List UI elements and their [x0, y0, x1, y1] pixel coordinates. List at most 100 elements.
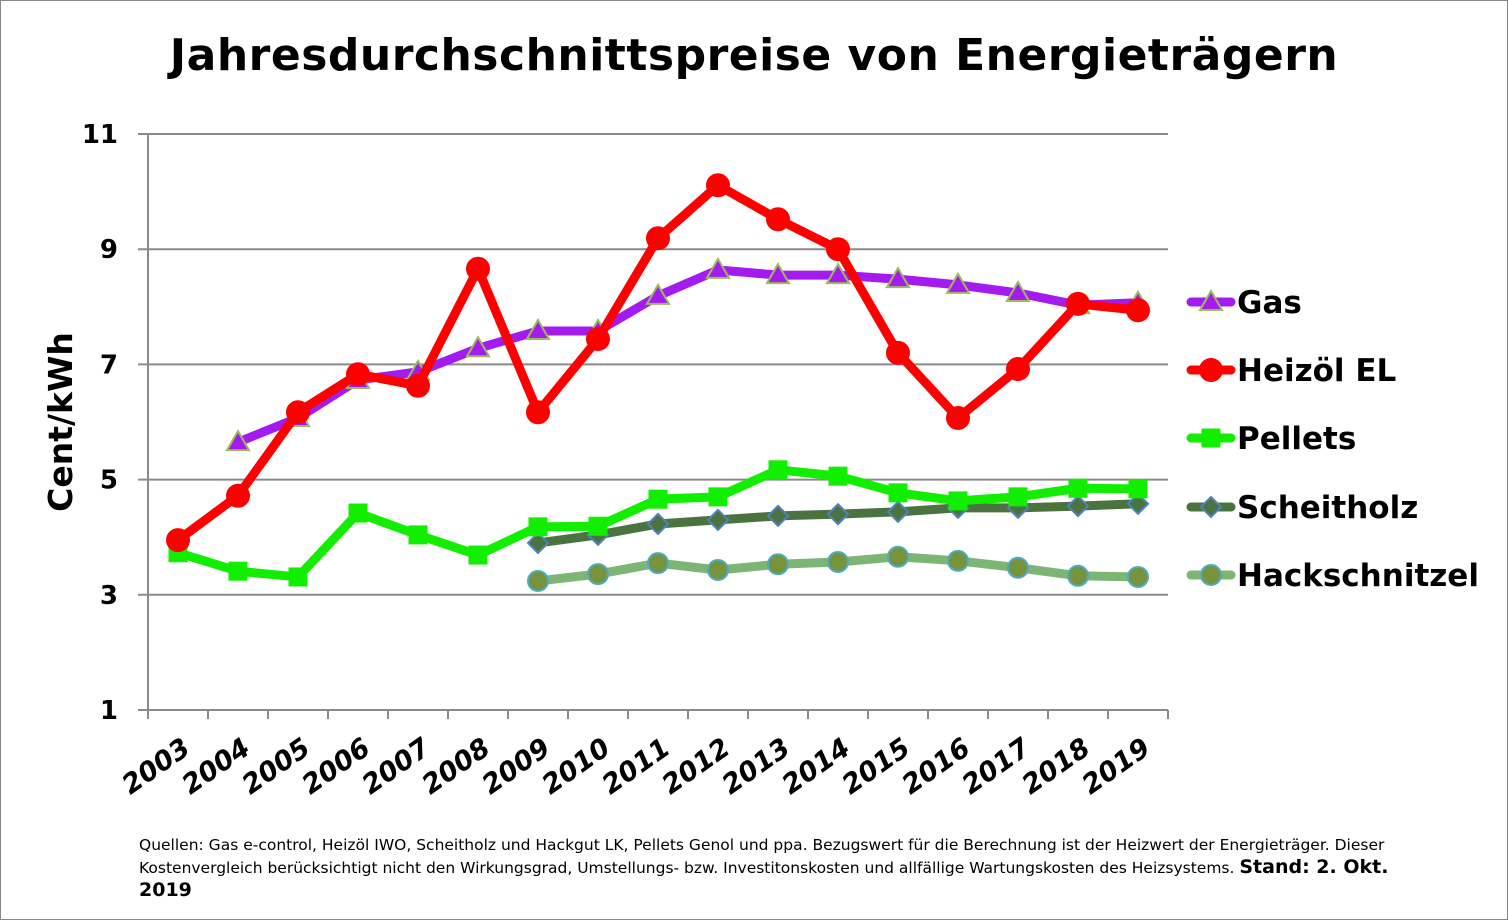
axes — [147, 134, 1169, 719]
x-tick-label: 2019 — [1077, 732, 1156, 801]
data-point-pellets — [468, 545, 488, 565]
data-point-scheitholz — [706, 508, 730, 532]
data-point-heiz-l-el — [526, 400, 550, 425]
legend-label-pellets: Pellets — [1237, 421, 1356, 457]
x-tick-label: 2005 — [237, 732, 316, 801]
data-point-gas — [465, 335, 491, 358]
data-point-heiz-l-el — [646, 226, 670, 251]
legend-marker-hackschnitzel — [1200, 564, 1222, 586]
data-point-pellets — [528, 517, 548, 537]
data-point-hackschnitzel — [887, 545, 909, 568]
data-point-heiz-l-el — [466, 256, 490, 281]
x-tick-label: 2014 — [777, 732, 856, 801]
data-point-heiz-l-el — [766, 207, 790, 232]
x-tick-label: 2007 — [357, 732, 437, 801]
x-tick-label: 2015 — [837, 732, 916, 801]
x-tick-label: 2016 — [897, 732, 976, 801]
x-tick-label: 2008 — [417, 732, 496, 801]
data-point-scheitholz — [526, 531, 550, 555]
footnote-stand: Stand: 2. Okt. 2019 — [139, 856, 1389, 901]
legend-marker-gas — [1198, 289, 1224, 311]
data-point-pellets — [1008, 487, 1028, 507]
data-point-hackschnitzel — [587, 563, 609, 586]
y-tick-label: 7 — [100, 350, 118, 380]
data-point-pellets — [288, 567, 308, 587]
data-point-scheitholz — [646, 512, 670, 536]
data-point-scheitholz — [826, 502, 850, 526]
data-point-gas — [645, 282, 671, 305]
legend-marker-pellets — [1201, 428, 1221, 448]
x-tick-label: 2009 — [477, 732, 556, 801]
y-tick-label: 9 — [100, 235, 118, 265]
x-tick-label: 2017 — [957, 732, 1037, 801]
y-tick-label: 3 — [100, 581, 118, 611]
data-point-gas — [225, 429, 251, 452]
y-tick-label: 5 — [100, 466, 118, 496]
x-tick-label: 2003 — [117, 732, 196, 801]
data-point-pellets — [648, 489, 668, 509]
legend-marker-heiz-l-el — [1199, 358, 1223, 382]
data-point-pellets — [828, 466, 848, 486]
series-group — [166, 173, 1151, 592]
data-point-pellets — [408, 525, 428, 545]
data-point-pellets — [588, 516, 608, 536]
legend-item-heiz-l-el: Heizöl EL — [1186, 353, 1396, 389]
series-pellets — [168, 460, 1148, 587]
data-point-hackschnitzel — [527, 569, 549, 592]
y-tick-labels: 1 3 5 7 9 11 — [82, 120, 118, 726]
series-scheitholz — [526, 492, 1150, 555]
data-point-hackschnitzel — [647, 552, 669, 575]
data-point-hackschnitzel — [1007, 556, 1029, 579]
x-tick-labels: 2003200420052006200720082009201020112012… — [117, 732, 1156, 801]
data-point-heiz-l-el — [1126, 298, 1150, 323]
legend-label-heiz-l-el: Heizöl EL — [1237, 353, 1396, 389]
data-point-heiz-l-el — [706, 173, 730, 198]
x-tick-label: 2010 — [537, 732, 616, 801]
data-point-gas — [885, 266, 911, 289]
data-point-heiz-l-el — [946, 405, 970, 430]
data-point-gas — [525, 317, 551, 340]
data-point-hackschnitzel — [767, 553, 789, 576]
data-point-heiz-l-el — [166, 528, 190, 553]
legend-label-hackschnitzel: Hackschnitzel — [1237, 558, 1479, 594]
legend: Gas Heizöl EL Pellets Scheitholz Hackschnitz… — [1186, 285, 1479, 594]
data-point-pellets — [348, 503, 368, 523]
data-point-pellets — [948, 491, 968, 511]
data-point-heiz-l-el — [826, 237, 850, 262]
data-point-scheitholz — [886, 500, 910, 524]
x-tick-label: 2004 — [177, 732, 256, 801]
data-point-heiz-l-el — [406, 373, 430, 398]
data-point-gas — [1005, 279, 1031, 302]
data-point-heiz-l-el — [346, 362, 370, 387]
data-point-gas — [705, 256, 731, 279]
x-tick-label: 2012 — [657, 732, 736, 801]
series-hackschnitzel — [527, 545, 1149, 592]
data-point-heiz-l-el — [1006, 357, 1030, 382]
y-axis-label: Cent/kWh — [41, 332, 80, 512]
data-point-pellets — [228, 561, 248, 581]
data-point-gas — [945, 271, 971, 294]
data-point-pellets — [888, 483, 908, 503]
data-point-pellets — [768, 460, 788, 480]
data-point-hackschnitzel — [947, 549, 969, 572]
legend-marker-scheitholz — [1199, 495, 1223, 519]
data-point-gas — [765, 262, 791, 285]
series-heiz-l-el — [166, 173, 1150, 553]
series-line-gas — [233, 265, 1143, 447]
legend-label-scheitholz: Scheitholz — [1237, 490, 1418, 526]
data-point-pellets — [1128, 479, 1148, 499]
data-point-scheitholz — [1126, 492, 1150, 516]
data-point-heiz-l-el — [586, 327, 610, 352]
data-point-scheitholz — [1066, 494, 1090, 518]
x-tick-label: 2006 — [297, 732, 376, 801]
legend-item-pellets: Pellets — [1186, 421, 1356, 457]
data-point-heiz-l-el — [226, 483, 250, 508]
data-point-gas — [825, 262, 851, 285]
legend-label-gas: Gas — [1237, 285, 1302, 321]
footnote: Quellen: Gas e-control, Heizöl IWO, Sche… — [139, 834, 1389, 902]
legend-item-hackschnitzel: Hackschnitzel — [1186, 558, 1479, 594]
data-point-heiz-l-el — [1066, 291, 1090, 316]
data-point-hackschnitzel — [827, 550, 849, 573]
footnote-text: Quellen: Gas e-control, Heizöl IWO, Sche… — [139, 836, 1385, 877]
